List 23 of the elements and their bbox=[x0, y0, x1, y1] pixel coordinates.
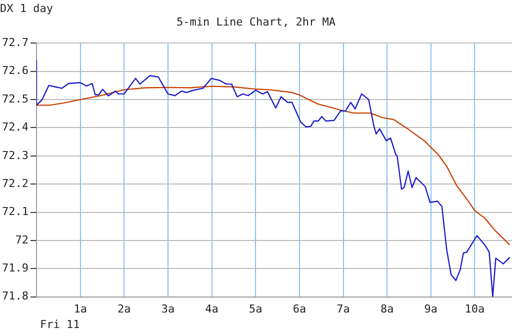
y-tick-label: 72.6 bbox=[2, 64, 28, 78]
chart-title: 5-min Line Chart, 2hr MA bbox=[176, 15, 336, 28]
y-tick-label: 72.7 bbox=[2, 36, 28, 50]
x-tick-label: 2a bbox=[118, 302, 131, 316]
text: DX 1 day bbox=[0, 2, 53, 15]
y-tick-label: 71.9 bbox=[2, 261, 28, 274]
x-tick-label: 7a bbox=[336, 302, 350, 316]
text: Fri 11 bbox=[40, 318, 80, 331]
x-tick-label: 6a bbox=[292, 302, 306, 316]
x-tick-label: 4a bbox=[205, 302, 218, 316]
x-tick-label: 8a bbox=[380, 302, 394, 316]
x-tick-label: 9a bbox=[424, 302, 438, 316]
y-tick-label: 72.5 bbox=[2, 92, 28, 106]
y-tick-label: 72.2 bbox=[2, 176, 28, 190]
x-tick-label: 1a bbox=[74, 302, 87, 316]
y-tick-label: 72 bbox=[15, 233, 28, 246]
x-tick-label: 10a bbox=[464, 302, 485, 316]
y-tick-label: 71.8 bbox=[2, 290, 28, 303]
y-tick-label: 72.3 bbox=[2, 148, 28, 162]
y-tick-label: 72.4 bbox=[2, 120, 29, 134]
x-tick-label: 5a bbox=[248, 302, 262, 316]
y-tick-label: 72.1 bbox=[2, 205, 28, 218]
x-tick-label: 3a bbox=[161, 302, 175, 316]
